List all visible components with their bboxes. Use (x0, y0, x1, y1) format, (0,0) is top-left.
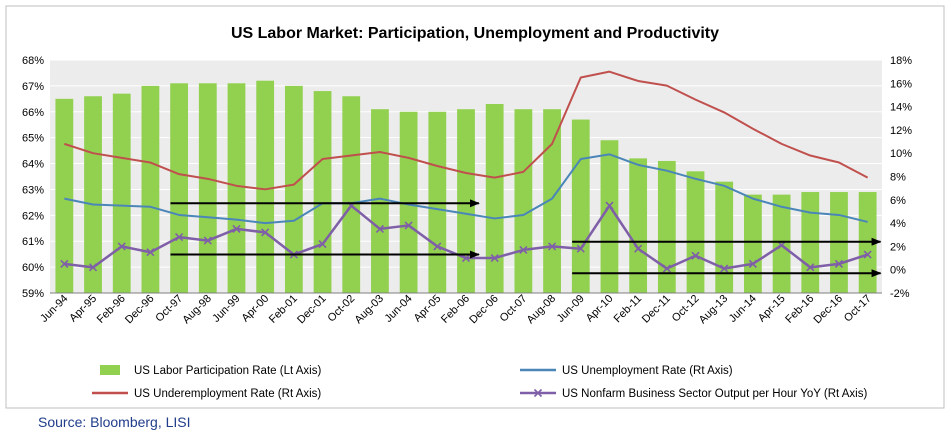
bar-participation (772, 194, 791, 293)
marker-productivity (576, 244, 585, 253)
bar-participation (342, 96, 361, 293)
right-tick-label: 16% (890, 78, 912, 90)
right-tick-label: 8% (890, 172, 906, 184)
right-tick-label: 0% (890, 265, 906, 277)
marker-productivity (146, 248, 155, 257)
marker-productivity (461, 253, 471, 263)
bar-participation (629, 158, 648, 293)
marker-productivity (261, 228, 270, 237)
left-tick-label: 67% (22, 81, 44, 93)
left-tick-label: 60% (22, 262, 44, 274)
bar-participation (313, 91, 332, 293)
bar-participation (686, 171, 705, 293)
left-tick-label: 59% (22, 288, 44, 300)
right-tick-label: 6% (890, 195, 906, 207)
bar-participation (371, 109, 389, 293)
legend-item: US Labor Participation Rate (Lt Axis) (100, 365, 321, 377)
bar-participation (485, 104, 504, 293)
marker-productivity (605, 201, 614, 210)
bar-participation (600, 140, 619, 293)
marker-productivity (748, 259, 757, 268)
bar-participation (227, 83, 246, 293)
legend-label: US Nonfarm Business Sector Output per Ho… (562, 388, 867, 400)
right-tick-label: 2% (890, 241, 906, 253)
marker-productivity (519, 245, 528, 254)
left-tick-label: 63% (22, 184, 44, 196)
bar-participation (514, 109, 533, 293)
legend-item: US Unemployment Rate (Rt Axis) (520, 365, 733, 377)
marker-productivity (60, 259, 69, 268)
bar-participation (571, 119, 590, 294)
left-tick-label: 66% (22, 107, 44, 119)
legend-item: US Underemployment Rate (Rt Axis) (92, 388, 321, 400)
right-tick-label: 12% (890, 125, 912, 137)
right-tick-label: 4% (890, 218, 906, 230)
marker-productivity (863, 250, 872, 259)
left-tick-label: 61% (22, 236, 44, 248)
bar-participation (141, 85, 160, 293)
marker-productivity (88, 263, 98, 272)
bar-participation (715, 181, 734, 293)
marker-productivity (117, 242, 126, 251)
marker-productivity (548, 242, 557, 251)
right-tick-label: 18% (890, 55, 912, 67)
line-unemployment (64, 153, 868, 225)
marker-productivity (175, 233, 184, 242)
bar-participation (198, 83, 217, 293)
bar-participation (256, 80, 275, 293)
marker-productivity (203, 236, 212, 245)
bar-participation (284, 85, 303, 293)
marker-productivity (318, 240, 327, 249)
marker-productivity (404, 221, 413, 230)
legend-label: US Underemployment Rate (Rt Axis) (134, 388, 321, 400)
right-tick-label: -2% (890, 288, 910, 300)
marker-productivity (232, 224, 241, 233)
bar-participation (657, 160, 676, 293)
chart-title: US Labor Market: Participation, Unemploy… (231, 25, 719, 42)
legend-swatch (100, 365, 120, 375)
marker-productivity (433, 242, 442, 251)
marker-productivity (662, 264, 671, 273)
marker-productivity (777, 241, 786, 250)
marker-productivity (806, 263, 815, 272)
bar-participation (55, 98, 74, 293)
marker-productivity (490, 253, 499, 263)
right-tick-label: 14% (890, 102, 912, 114)
left-tick-label: 62% (22, 210, 44, 222)
bar-participation (112, 93, 131, 294)
left-tick-label: 65% (22, 133, 44, 145)
legend-label: US Labor Participation Rate (Lt Axis) (134, 365, 321, 377)
bar-participation (170, 83, 188, 293)
bar-participation (84, 96, 102, 293)
marker-productivity (375, 224, 384, 233)
left-tick-label: 64% (22, 159, 44, 171)
right-tick-label: 10% (890, 148, 912, 160)
marker-productivity (834, 259, 844, 268)
line-underemployment (64, 70, 869, 191)
marker-productivity (720, 264, 729, 273)
marker-productivity (691, 251, 700, 260)
source-note: Source: Bloomberg, LISI (38, 414, 191, 430)
legend-marker (533, 388, 543, 398)
legend-label: US Unemployment Rate (Rt Axis) (562, 365, 733, 377)
left-tick-label: 68% (22, 55, 44, 67)
marker-productivity (634, 244, 643, 253)
bar-participation (457, 109, 475, 293)
legend-item: US Nonfarm Business Sector Output per Ho… (520, 388, 867, 400)
bar-participation (744, 194, 762, 293)
